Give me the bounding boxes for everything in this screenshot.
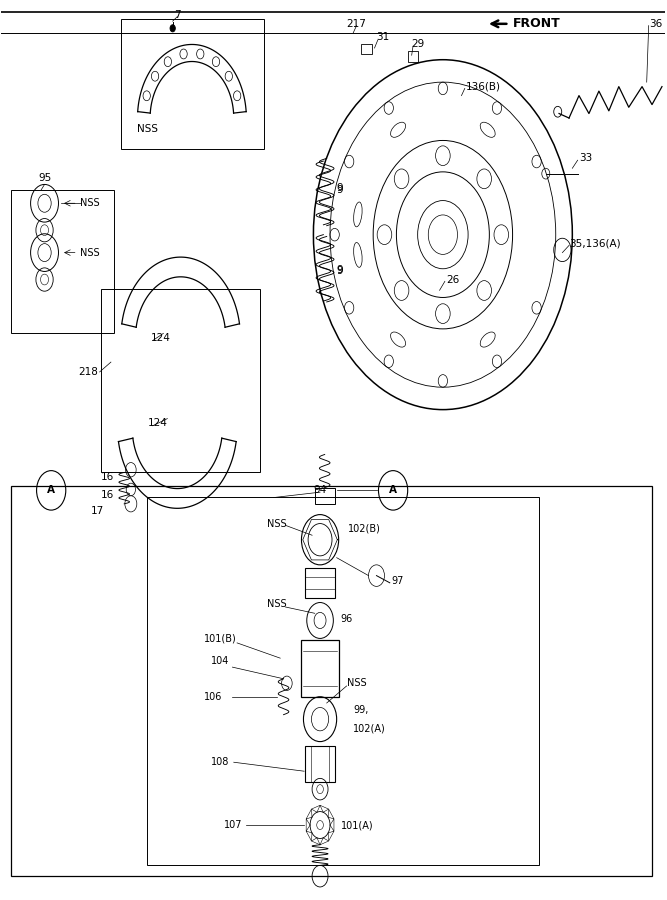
Bar: [147, 497, 539, 865]
Text: 9: 9: [337, 183, 344, 193]
Text: 102(A): 102(A): [354, 723, 386, 734]
Bar: [11, 190, 114, 333]
Text: FRONT: FRONT: [512, 17, 560, 31]
Text: NSS: NSS: [80, 198, 99, 208]
Text: 7: 7: [174, 10, 181, 20]
Text: 26: 26: [446, 274, 460, 284]
Text: A: A: [47, 485, 55, 495]
Text: NSS: NSS: [267, 518, 287, 528]
Text: NSS: NSS: [80, 248, 99, 257]
Text: 94: 94: [313, 485, 327, 495]
Bar: [11, 486, 652, 877]
Bar: [305, 569, 335, 598]
Text: 95: 95: [38, 173, 51, 183]
Text: 16: 16: [101, 472, 114, 482]
Text: 99,: 99,: [354, 706, 369, 716]
Text: 101(B): 101(B): [204, 634, 237, 643]
Text: 96: 96: [340, 614, 352, 624]
Text: NSS: NSS: [137, 124, 159, 134]
Bar: [121, 19, 263, 149]
Text: A: A: [389, 485, 397, 495]
Bar: [301, 640, 339, 697]
Text: 124: 124: [147, 418, 167, 428]
Bar: [101, 289, 260, 473]
Text: 16: 16: [101, 490, 114, 500]
Text: 124: 124: [151, 333, 171, 343]
Text: 9: 9: [337, 265, 344, 274]
Text: 36: 36: [649, 19, 662, 29]
Bar: [362, 43, 372, 54]
Text: 9: 9: [337, 266, 344, 275]
Text: 17: 17: [91, 506, 104, 516]
Text: 217: 217: [347, 19, 366, 29]
Text: 35,136(A): 35,136(A): [569, 238, 621, 248]
Text: 9: 9: [337, 184, 344, 194]
Bar: [315, 488, 335, 504]
Text: 218: 218: [78, 367, 97, 377]
Text: 108: 108: [211, 757, 229, 767]
Text: 97: 97: [391, 576, 404, 586]
Text: 29: 29: [412, 40, 425, 50]
Bar: [408, 50, 418, 61]
Text: 101(A): 101(A): [342, 820, 374, 830]
Bar: [305, 746, 335, 782]
Text: 106: 106: [204, 692, 222, 702]
Text: NSS: NSS: [347, 679, 366, 688]
Text: 104: 104: [211, 656, 229, 666]
Text: 102(B): 102(B): [348, 524, 381, 534]
Text: 107: 107: [224, 820, 242, 830]
Text: 136(B): 136(B): [466, 82, 501, 92]
Circle shape: [170, 24, 175, 32]
Text: NSS: NSS: [267, 599, 287, 609]
Text: 31: 31: [376, 32, 390, 42]
Text: 33: 33: [579, 153, 592, 164]
